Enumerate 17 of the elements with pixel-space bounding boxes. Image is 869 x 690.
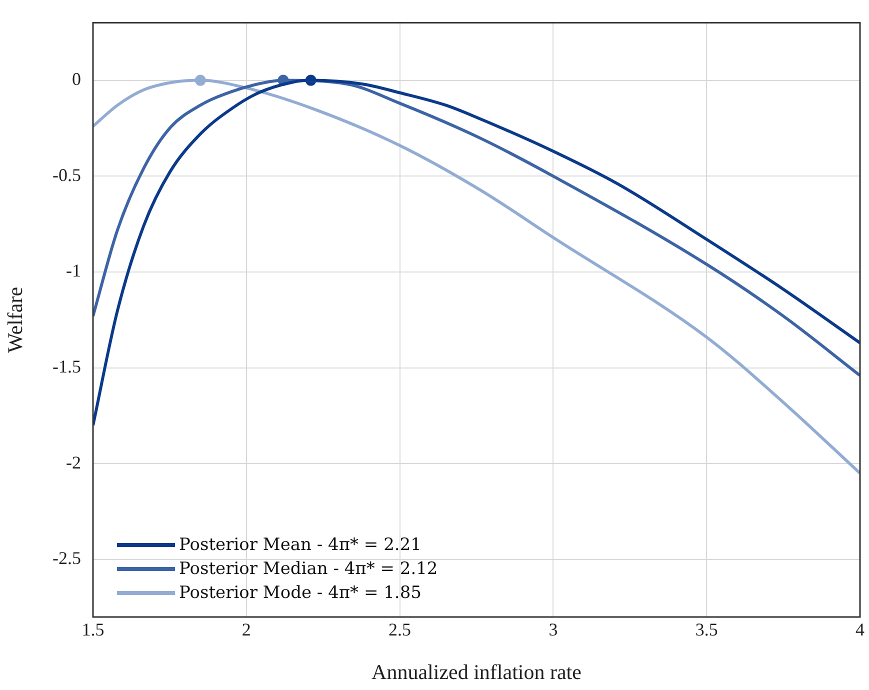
legend-label: Posterior Mean - 4π* = 2.21 (179, 535, 422, 555)
x-tick-label: 2.5 (388, 620, 412, 640)
x-tick-label: 1.5 (82, 620, 104, 640)
legend-label: Posterior Median - 4π* = 2.12 (179, 559, 438, 579)
y-tick-label: -2.5 (52, 548, 81, 568)
x-tick-label: 2 (242, 620, 251, 640)
y-tick-label: -1 (66, 260, 81, 281)
x-axis-title: Annualized inflation rate (372, 660, 582, 684)
y-axis-title: Welfare (3, 286, 28, 353)
x-tick-label: 4 (856, 620, 864, 640)
y-tick-label: -2 (66, 452, 81, 472)
legend-label: Posterior Mode - 4π* = 1.85 (179, 583, 422, 603)
y-tick-label: -1.5 (52, 356, 81, 377)
y-tick-label: 0 (72, 69, 81, 90)
x-tick-label: 3 (548, 620, 558, 640)
x-tick-label: 3.5 (695, 620, 718, 640)
y-tick-label: -0.5 (52, 164, 81, 185)
